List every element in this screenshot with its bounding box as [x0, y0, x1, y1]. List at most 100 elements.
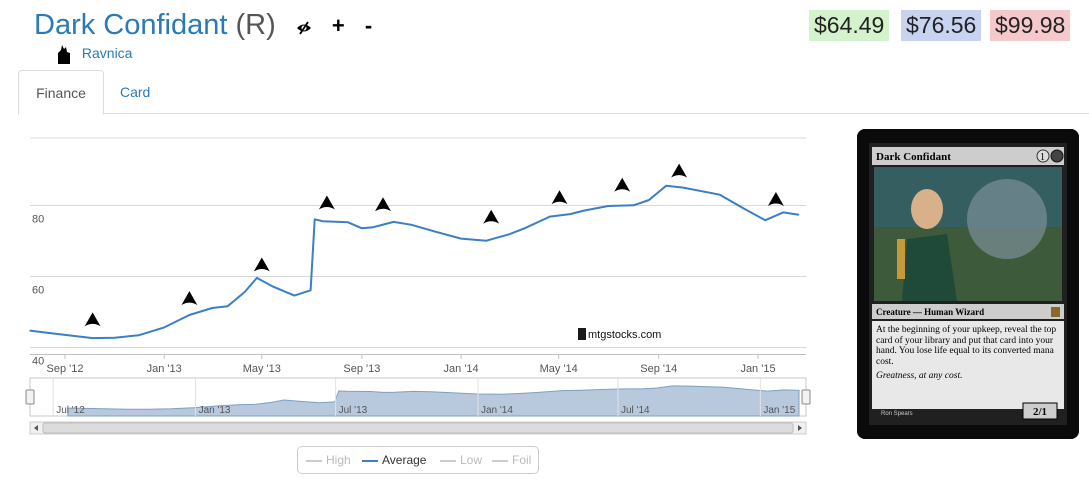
magic-2015-icon	[614, 177, 631, 192]
fate-reforged-icon	[767, 192, 784, 206]
y-tick-label: 40	[32, 356, 44, 368]
set-release-markers	[84, 163, 784, 327]
x-tick-label: May '13	[243, 363, 281, 375]
data-point	[293, 295, 295, 297]
x-tick-label: Sep '12	[46, 363, 83, 375]
add-button[interactable]: +	[331, 13, 345, 39]
data-point	[682, 187, 684, 189]
journey-into-nyx-icon	[551, 190, 568, 205]
data-point	[272, 286, 274, 288]
x-tick-label: Jan '14	[444, 363, 479, 375]
data-point	[583, 210, 585, 212]
data-point	[798, 214, 800, 216]
chart-grid	[30, 137, 806, 355]
ravnica-set-icon	[58, 45, 70, 64]
data-point	[665, 185, 667, 187]
khans-of-tarkir-icon	[671, 163, 688, 178]
data-point	[485, 240, 487, 242]
data-point	[607, 205, 609, 207]
legend-item-foil[interactable]: Foil	[492, 447, 531, 473]
data-point	[92, 337, 94, 339]
ravnica-rarity-icon	[1051, 307, 1060, 317]
watermark-label: mtgstocks.com	[588, 329, 661, 341]
remove-button[interactable]: -	[364, 13, 373, 39]
price-average-badge: $76.56	[901, 10, 982, 41]
return-to-ravnica-icon-glyph	[84, 312, 101, 327]
data-point	[549, 216, 551, 218]
legend-swatch-high	[306, 459, 322, 462]
navigator-label: Jul '12	[56, 405, 85, 416]
data-point	[361, 227, 363, 229]
watermark: mtgstocks.com	[578, 328, 661, 341]
legend-label-high: High	[326, 453, 351, 467]
rarity-label: (R)	[235, 9, 276, 41]
data-point	[764, 219, 766, 221]
data-point	[67, 334, 69, 336]
series-line-average	[29, 184, 799, 340]
data-point	[782, 211, 784, 213]
card-rules-text: At the beginning of your upkeep, reveal …	[876, 325, 1057, 367]
data-point	[322, 220, 324, 222]
card-power-toughness: 2/1	[1033, 406, 1047, 418]
card-artist: Ron Spears	[881, 411, 913, 417]
data-point	[393, 221, 395, 223]
y-tick-label: 60	[32, 285, 44, 297]
data-point	[524, 227, 526, 229]
scroll-right-arrow-icon[interactable]	[798, 425, 802, 431]
khans-of-tarkir-icon-glyph	[671, 163, 688, 178]
hide-eye-icon[interactable]	[296, 9, 312, 43]
set-row: Ravnica	[56, 44, 132, 64]
data-point	[460, 238, 462, 240]
card-image: Dark Confidant 1 Creature — Human Wizard…	[857, 129, 1079, 439]
data-point	[314, 218, 316, 220]
data-point	[347, 221, 349, 223]
range-navigator[interactable]: Jul '12 Jan '13 Jul '13 Jan '14 Jul '14 Jan '…	[25, 377, 811, 435]
x-axis-labels: Sep '12 Jan '13 May '13 Sep '13 Jan '14 May '…	[46, 354, 776, 375]
price-chart: 40 60 80 Sep '12 Jan '13 May '13 Sep '13 Jan '…	[25, 137, 811, 435]
navigator-label: Jul '14	[621, 405, 650, 416]
card-artwork	[874, 167, 1062, 301]
theros-icon	[375, 197, 391, 212]
x-tick-label: Sep '14	[640, 363, 677, 375]
magic-2014-icon-glyph	[318, 195, 335, 210]
magic-2014-icon	[318, 195, 335, 210]
legend-item-low[interactable]: Low	[440, 447, 482, 473]
x-tick-label: Jan '13	[147, 363, 182, 375]
tab-finance[interactable]: Finance	[18, 70, 104, 115]
navigator-label: Jan '14	[481, 405, 513, 416]
data-point	[508, 233, 510, 235]
data-point	[743, 208, 745, 210]
navigator-label: Jan '15	[763, 405, 795, 416]
y-axis-labels: 40 60 80	[32, 214, 44, 368]
legend-swatch-low	[440, 459, 456, 462]
card-type-line: Creature — Human Wizard	[876, 307, 984, 317]
scroll-left-arrow-icon[interactable]	[34, 425, 38, 431]
data-point	[633, 204, 635, 206]
data-point	[372, 226, 374, 228]
data-point	[29, 330, 31, 332]
data-point	[188, 314, 190, 316]
navigator-label: Jan '13	[199, 405, 231, 416]
fate-reforged-icon-glyph	[767, 192, 784, 206]
navigator-scrollbar-thumb[interactable]	[42, 422, 794, 434]
legend-item-average[interactable]: Average	[362, 447, 426, 473]
set-link[interactable]: Ravnica	[81, 44, 133, 61]
legend-item-high[interactable]: High	[306, 447, 351, 473]
data-point	[114, 337, 116, 339]
card-name: Dark Confidant	[34, 9, 228, 41]
magic-2015-icon-glyph	[614, 177, 631, 192]
black-mana-icon	[1050, 149, 1064, 163]
data-point	[46, 332, 48, 334]
tab-card[interactable]: Card	[120, 84, 151, 100]
legend-swatch-foil	[492, 459, 508, 462]
card-title: Dark Confidant (R) + -	[34, 8, 372, 43]
tab-bar: Finance Card	[0, 70, 1089, 115]
card-flavor-text: Greatness, at any cost.	[876, 371, 963, 381]
navigator-right-handle[interactable]	[801, 389, 811, 405]
mtgstocks-logo-icon	[578, 328, 586, 340]
price-high-badge: $99.98	[990, 10, 1071, 41]
dragons-maze-icon	[253, 257, 270, 272]
data-point	[227, 305, 229, 307]
navigator-label: Jul '13	[339, 405, 368, 416]
navigator-left-handle[interactable]	[25, 389, 35, 405]
